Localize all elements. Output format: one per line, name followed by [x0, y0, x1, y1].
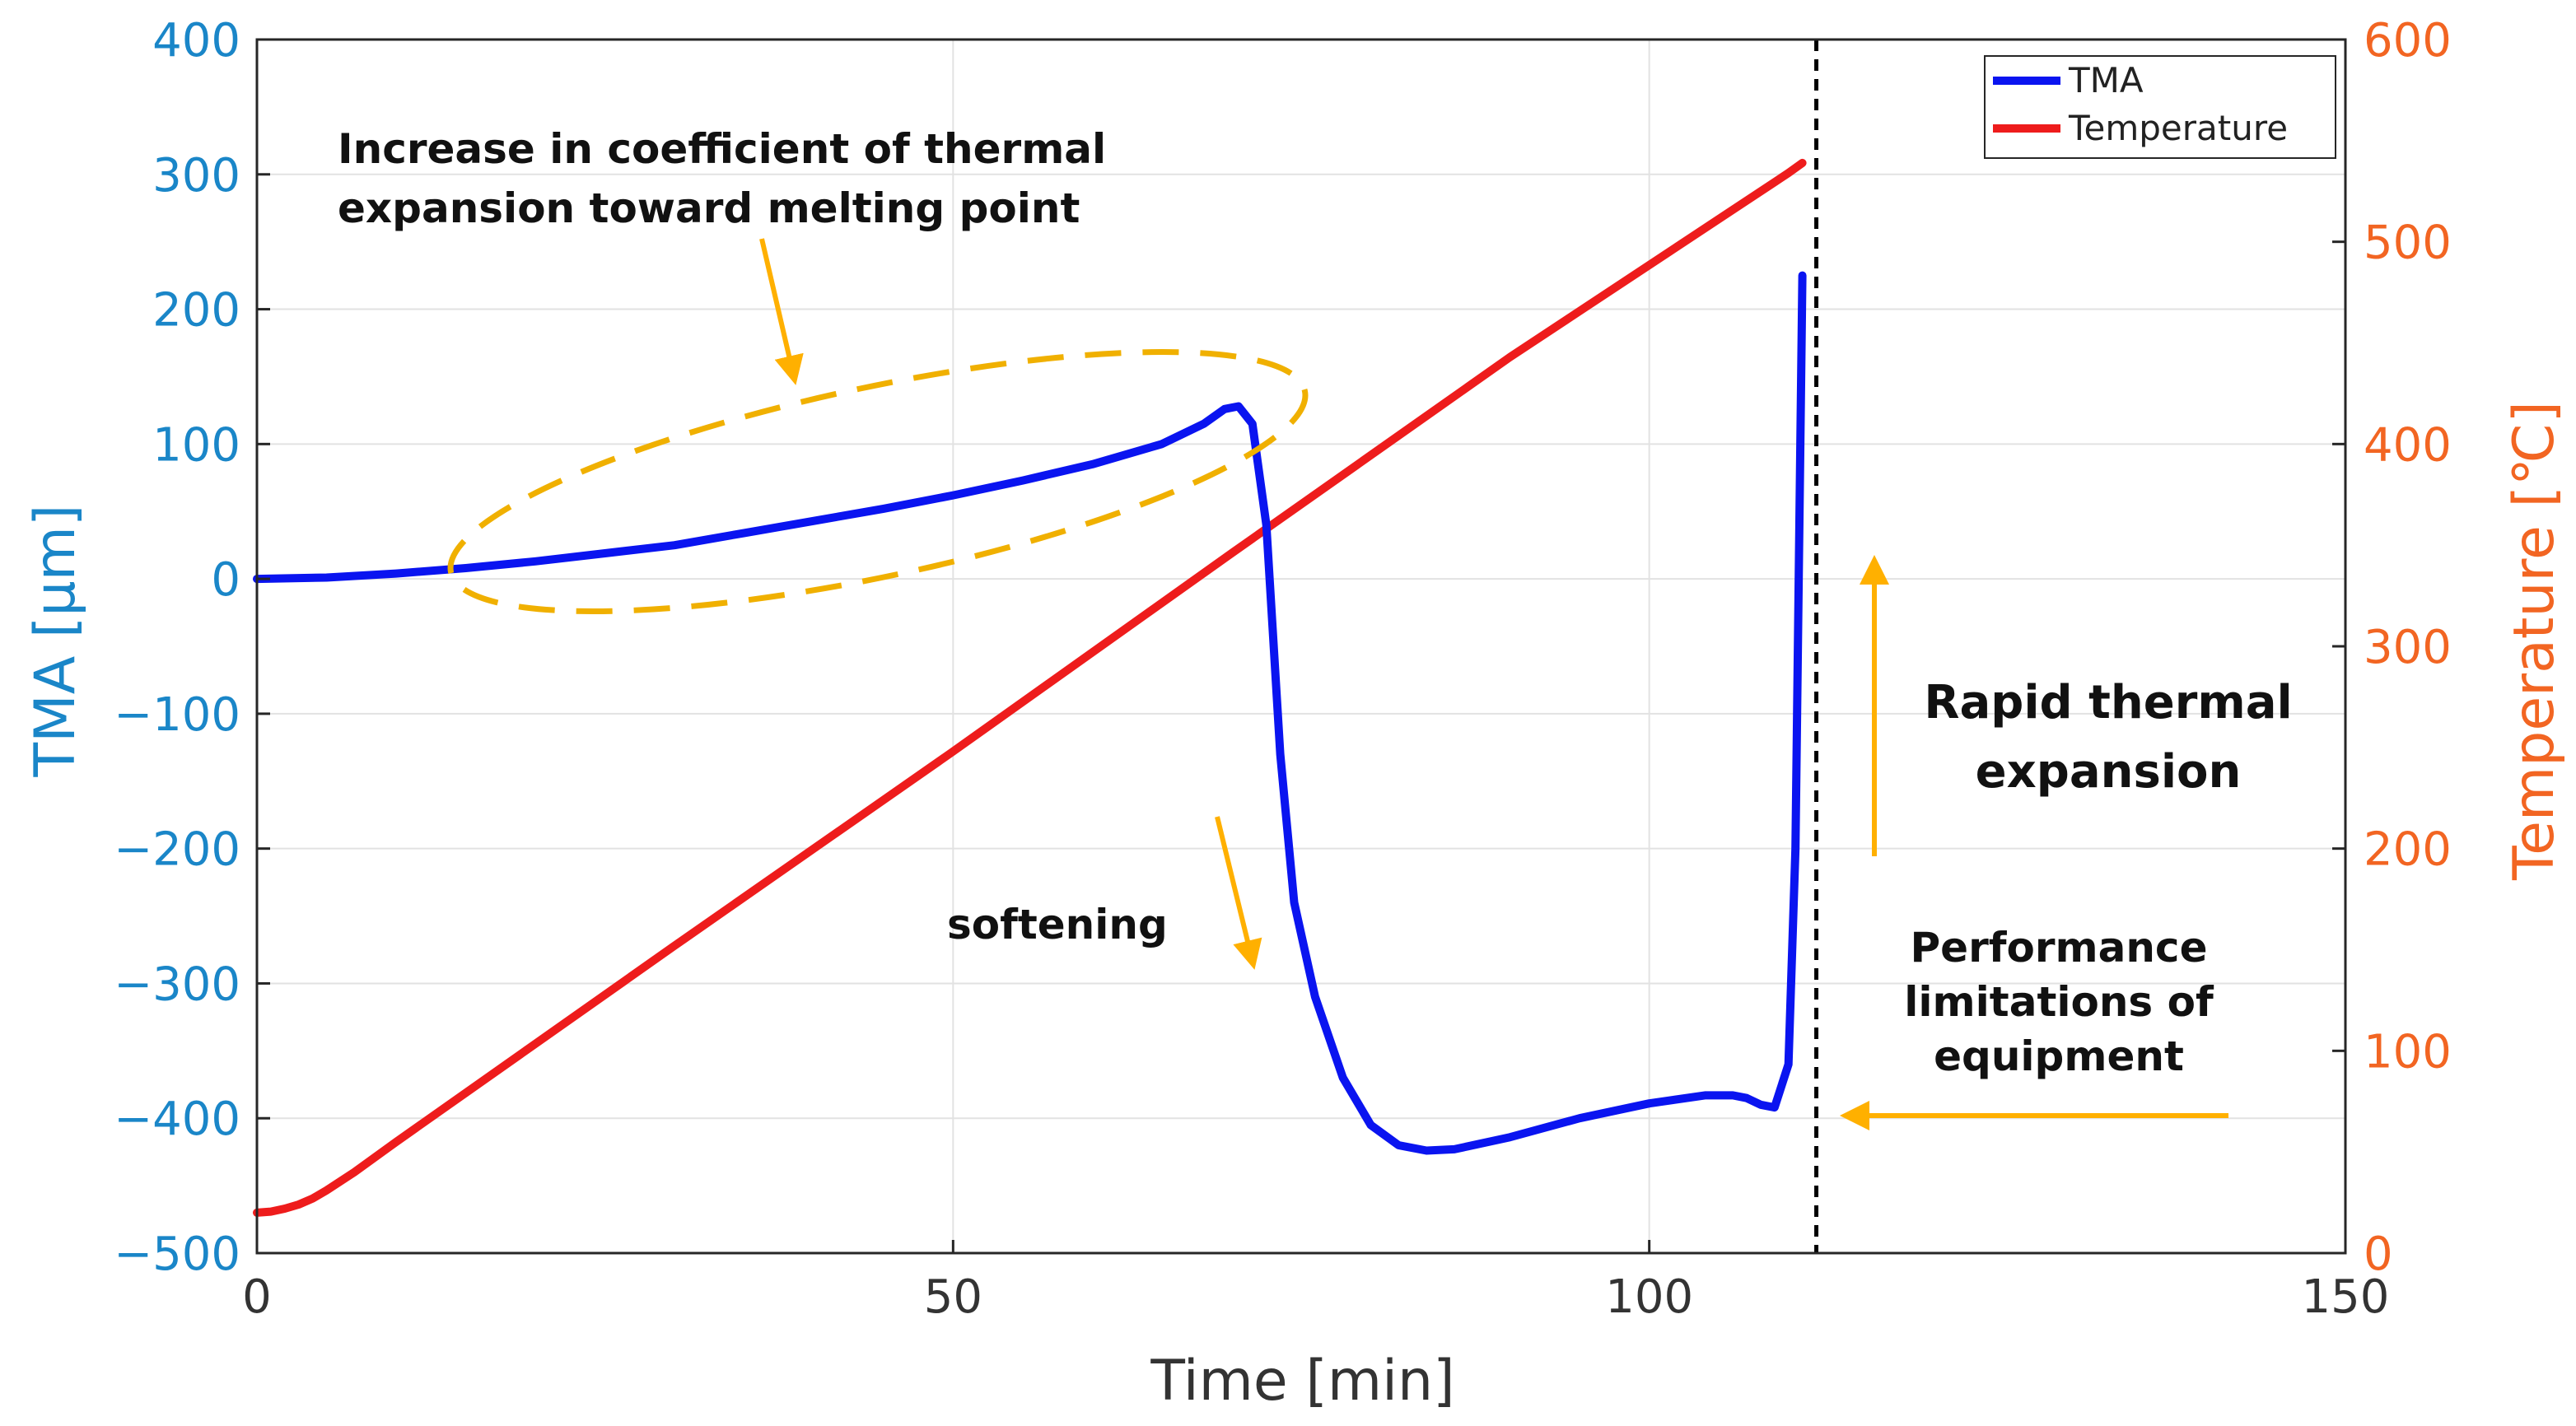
- x-tick-label-2: 100: [1605, 1270, 1693, 1324]
- legend-box: [1984, 55, 2336, 159]
- y-right-tick-label-3: 300: [2364, 621, 2452, 674]
- y-left-tick-label-9: −500: [114, 1228, 240, 1281]
- annotation-rapid-line1: Rapid thermal: [1924, 676, 2292, 729]
- y-right-tick-label-6: 0: [2364, 1228, 2393, 1281]
- x-tick-label-1: 50: [924, 1270, 982, 1324]
- annotation-rapid-line2: expansion: [1976, 745, 2242, 799]
- y-left-tick-label-0: 400: [152, 14, 240, 68]
- annotation-perf-line1: Performance: [1911, 924, 2208, 972]
- arrow-cte: [759, 238, 804, 385]
- annotation-perf-line2: limitations of: [1904, 978, 2214, 1026]
- y-left-tick-label-7: −300: [114, 958, 240, 1011]
- x-axis-label: Time [min]: [1150, 1349, 1454, 1414]
- arrow-softening: [1215, 816, 1262, 970]
- series-layer: [253, 40, 1819, 1253]
- annotation-perf-line3: equipment: [1934, 1032, 2184, 1080]
- y-left-tick-label-5: −100: [114, 688, 240, 742]
- ticks: 0 50 100 150 400 300 200 100 0 −100 −200 −300 −400 −5…: [114, 14, 2452, 1324]
- y-right-tick-label-0: 600: [2364, 14, 2452, 68]
- x-tick-label-3: 150: [2302, 1270, 2390, 1324]
- legend: TMA Temperature: [1984, 55, 2336, 159]
- legend-label-temperature: Temperature: [2068, 108, 2288, 148]
- legend-label-tma: TMA: [2068, 60, 2144, 100]
- y-right-tick-label-5: 100: [2364, 1025, 2452, 1079]
- x-tick-label-0: 0: [242, 1270, 272, 1324]
- annotation-cte-line1: Increase in coefficient of thermal: [338, 125, 1106, 173]
- y-right-axis-label: Temperature [℃]: [2502, 401, 2567, 881]
- y-right-tick-label-2: 400: [2364, 418, 2452, 472]
- series-line-temperature: [253, 158, 1807, 1217]
- series-line-tma: [253, 271, 1807, 1155]
- y-right-tick-label-4: 200: [2364, 823, 2452, 877]
- y-left-axis-label: TMA [μm]: [23, 505, 88, 778]
- y-left-tick-label-3: 100: [152, 418, 240, 472]
- y-left-tick-label-6: −200: [114, 823, 240, 877]
- annotation-cte-line2: expansion toward melting point: [338, 184, 1080, 232]
- annotation-shapes: [447, 238, 2228, 1130]
- y-left-tick-label-2: 200: [152, 284, 240, 338]
- y-left-tick-label-8: −400: [114, 1093, 240, 1146]
- cte-highlight-ellipse: [447, 349, 1309, 614]
- y-left-tick-label-1: 300: [152, 149, 240, 203]
- y-left-tick-label-4: 0: [211, 553, 240, 607]
- annotation-softening: softening: [947, 901, 1168, 948]
- y-right-tick-label-1: 500: [2364, 217, 2452, 270]
